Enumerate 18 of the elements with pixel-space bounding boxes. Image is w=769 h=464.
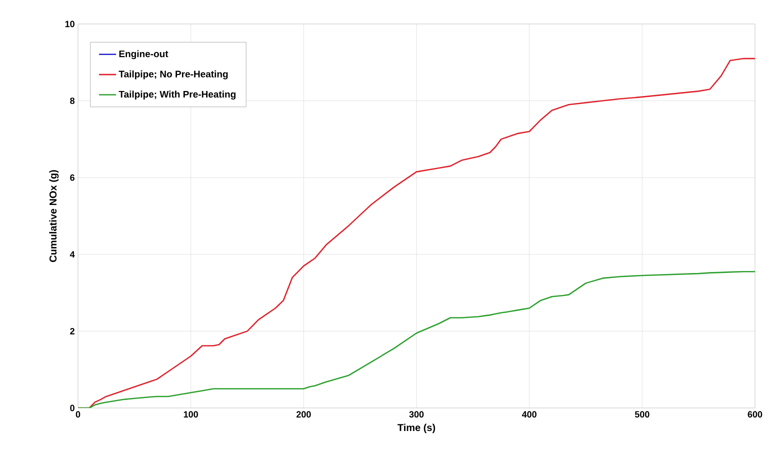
x-tick-label: 300 bbox=[409, 411, 424, 418]
x-tick-label: 600 bbox=[748, 411, 762, 418]
x-tick-label: 200 bbox=[296, 411, 311, 418]
x-axis-title: Time (s) bbox=[398, 424, 436, 434]
y-tick-label: 0 bbox=[70, 404, 74, 412]
y-tick-label: 4 bbox=[70, 251, 75, 258]
x-tick-label: 500 bbox=[634, 411, 650, 418]
legend-label: Tailpipe; No Pre-Heating bbox=[118, 70, 228, 80]
legend-label: Engine-out bbox=[119, 50, 168, 60]
y-tick-label: 8 bbox=[70, 98, 75, 104]
y-tick-label: 10 bbox=[65, 20, 74, 28]
x-tick-label: 0 bbox=[76, 411, 80, 418]
y-axis-title: Cumulative NOx (g) bbox=[49, 170, 59, 262]
legend-label: Tailpipe; With Pre-Heating bbox=[118, 90, 236, 100]
x-tick-label: 400 bbox=[522, 411, 536, 418]
y-tick-label: 2 bbox=[70, 328, 74, 334]
y-tick-label: 6 bbox=[70, 174, 74, 181]
x-tick-label: 100 bbox=[184, 411, 198, 418]
